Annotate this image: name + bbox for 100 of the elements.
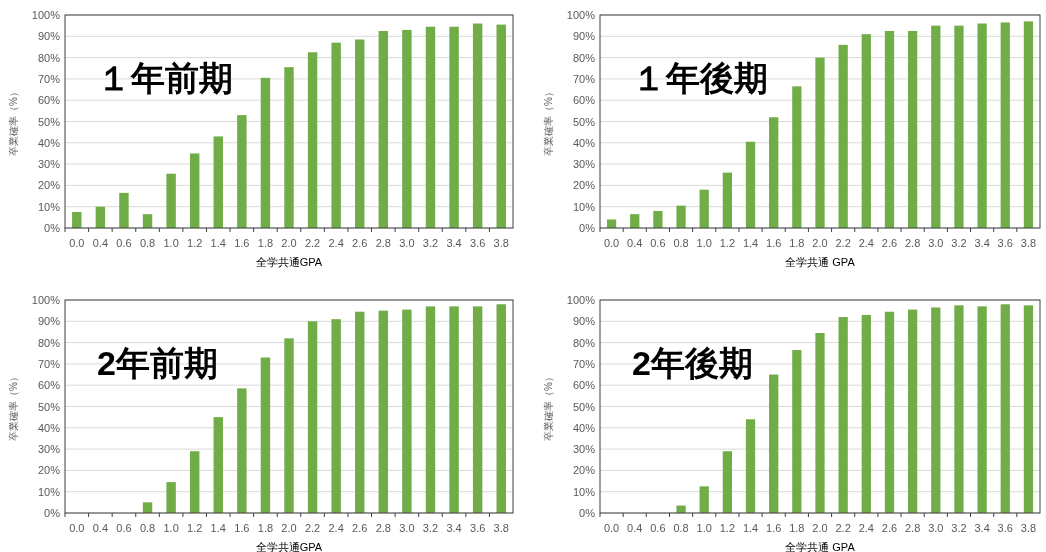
y-tick-label: 20% — [37, 179, 61, 192]
x-tick-label: 2.8 — [904, 522, 921, 534]
x-tick-label: 0.0 — [603, 522, 620, 534]
x-tick-label: 2.8 — [375, 522, 391, 534]
y-tick-label: 100% — [31, 9, 61, 21]
x-tick-label: 3.6 — [997, 522, 1013, 534]
x-tick-label: 3.4 — [446, 237, 462, 249]
x-tick-label: 3.6 — [469, 522, 486, 534]
x-tick-label: 1.2 — [719, 237, 736, 249]
y-axis-title: 卒業確率（%） — [8, 87, 19, 156]
y-tick-label: 70% — [572, 357, 596, 370]
x-tick-label: 0.8 — [139, 522, 156, 534]
x-tick-label: 1.8 — [257, 522, 274, 534]
x-tick-label: 0.4 — [627, 522, 643, 534]
x-tick-label: 0.4 — [92, 237, 109, 249]
x-tick-label: 1.6 — [234, 522, 250, 534]
x-tick-label: 3.6 — [469, 237, 486, 249]
x-tick-label: 0.6 — [116, 522, 132, 534]
x-tick-label: 3.8 — [493, 522, 509, 534]
x-tick-label: 3.4 — [974, 522, 990, 534]
y-tick-label: 50% — [572, 400, 596, 413]
x-tick-label: 2.0 — [281, 522, 297, 534]
y-tick-label: 80% — [37, 336, 61, 349]
x-tick-label: 1.8 — [789, 522, 805, 534]
x-tick-label: 2.4 — [328, 237, 344, 249]
x-tick-label: 3.6 — [997, 237, 1013, 249]
x-tick-label: 3.2 — [951, 522, 967, 534]
x-tick-label: 2.2 — [835, 522, 851, 534]
x-tick-label: 1.4 — [210, 237, 226, 249]
x-axis-title: 全学共通GPA — [255, 256, 323, 268]
x-tick-label: 2.6 — [881, 237, 898, 249]
x-tick-label: 1.2 — [719, 522, 736, 534]
y-tick-label: 60% — [37, 379, 61, 392]
y-tick-label: 30% — [37, 443, 61, 456]
x-tick-label: 1.2 — [187, 237, 203, 249]
y-tick-label: 10% — [37, 485, 61, 498]
x-tick-label: 1.6 — [766, 522, 782, 534]
y-axis-title: 卒業確率（%） — [8, 372, 19, 441]
x-tick-label: 1.4 — [210, 522, 226, 534]
y-tick-label: 0% — [44, 507, 61, 519]
x-tick-label: 3.2 — [422, 237, 439, 249]
y-tick-label: 80% — [572, 51, 596, 64]
x-tick-label: 2.4 — [858, 237, 874, 249]
x-tick-label: 0.0 — [69, 522, 85, 534]
x-axis-title: 全学共通 GPA — [785, 256, 856, 268]
x-tick-label: 2.2 — [304, 522, 321, 534]
y-tick-label: 30% — [572, 158, 596, 171]
y-tick-label: 100% — [31, 294, 61, 306]
y-tick-label: 80% — [37, 51, 61, 64]
x-axis-title: 全学共通GPA — [255, 541, 323, 552]
x-tick-label: 1.4 — [742, 237, 759, 249]
y-tick-label: 90% — [572, 315, 596, 328]
x-tick-label: 3.8 — [493, 237, 509, 249]
text: 2年後期 — [632, 344, 753, 382]
x-tick-label: 2.6 — [352, 237, 368, 249]
x-tick-label: 1.6 — [766, 237, 782, 249]
y-tick-label: 20% — [572, 179, 596, 192]
x-tick-label: 0.4 — [627, 237, 643, 249]
y-tick-label: 0% — [44, 222, 61, 234]
x-tick-label: 3.2 — [422, 522, 439, 534]
x-axis-title: 全学共通 GPA — [785, 541, 856, 552]
x-tick-label: 1.2 — [187, 522, 203, 534]
x-tick-label: 0.8 — [673, 237, 689, 249]
y-tick-label: 90% — [37, 315, 61, 328]
x-tick-label: 1.0 — [696, 522, 712, 534]
x-tick-label: 2.0 — [812, 522, 828, 534]
x-tick-label: 2.4 — [858, 522, 874, 534]
x-tick-label: 2.8 — [375, 237, 391, 249]
x-tick-label: 3.8 — [1020, 522, 1037, 534]
x-tick-label: 2.0 — [281, 237, 297, 249]
x-tick-label: 0.8 — [673, 522, 689, 534]
y-tick-label: 0% — [579, 507, 596, 519]
y-tick-label: 60% — [572, 94, 596, 107]
x-tick-label: 2.2 — [304, 237, 321, 249]
x-tick-label: 3.4 — [974, 237, 990, 249]
x-tick-label: 0.0 — [603, 237, 620, 249]
y-axis-title: 卒業確率（%） — [543, 372, 554, 441]
x-tick-label: 0.6 — [650, 522, 666, 534]
x-tick-label: 1.0 — [163, 522, 179, 534]
y-tick-label: 40% — [572, 421, 596, 434]
y-tick-label: 60% — [37, 94, 61, 107]
x-tick-label: 0.8 — [139, 237, 156, 249]
x-tick-label: 3.0 — [928, 522, 944, 534]
y-tick-label: 10% — [572, 200, 596, 213]
y-tick-label: 40% — [572, 136, 596, 149]
y-tick-label: 70% — [572, 72, 596, 85]
x-tick-label: 3.0 — [399, 522, 415, 534]
x-tick-label: 1.6 — [234, 237, 250, 249]
y-tick-label: 50% — [572, 115, 596, 128]
x-tick-label: 1.0 — [696, 237, 712, 249]
y-tick-label: 30% — [37, 158, 61, 171]
y-tick-label: 80% — [572, 336, 596, 349]
y-tick-label: 90% — [37, 30, 61, 43]
x-tick-label: 1.8 — [257, 237, 274, 249]
y-tick-label: 10% — [572, 485, 596, 498]
y-tick-label: 50% — [37, 400, 61, 413]
y-tick-label: 40% — [37, 136, 61, 149]
x-tick-label: 2.8 — [904, 237, 921, 249]
y-tick-label: 60% — [572, 379, 596, 392]
x-tick-label: 3.4 — [446, 522, 462, 534]
